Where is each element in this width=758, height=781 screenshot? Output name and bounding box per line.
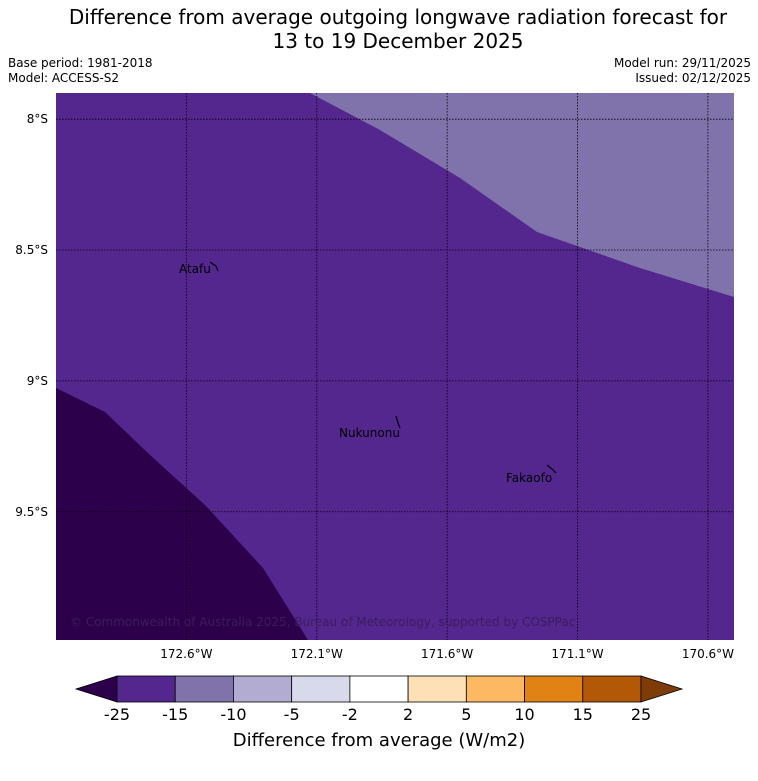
map-title: Difference from average outgoing longwav… [0,5,758,53]
lat-label: 9°S [26,373,48,388]
colorbar-title: Difference from average (W/m2) [232,730,526,751]
lat-label: 8°S [26,112,48,127]
lon-label: 171.6°W [421,647,474,661]
lon-label: 171.1°W [551,647,604,661]
title-line-2: 13 to 19 December 2025 [272,29,524,53]
title-line-1: Difference from average outgoing longwav… [68,5,728,29]
colorbar-tick-label: 15 [572,705,593,724]
colorbar-tick-label: 2 [403,705,414,724]
meta-left: Base period: 1981-2018 Model: ACCESS-S2 [8,56,153,86]
colorbar-tick-label: 10 [514,705,535,724]
place-label-nukunonu: Nukunonu [339,426,400,440]
coast-nukunonu [395,415,401,429]
model-name: Model: ACCESS-S2 [8,71,120,85]
band-below-minus25 [56,388,308,640]
colorbar-tick-label: -2 [341,705,358,724]
band-minus15-minus10 [310,93,734,297]
graticule [56,93,734,640]
base-period: Base period: 1981-2018 [8,56,153,70]
colorbar-tick-label: -25 [103,705,131,724]
coast-atafu [209,261,219,272]
place-label-atafu: Atafu [179,262,211,276]
map-fill-layer [56,93,734,640]
model-run: Model run: 29/11/2025 [613,56,751,70]
lat-label: 9.5°S [15,504,48,519]
lat-label: 8.5°S [15,243,48,258]
lon-label: 172.1°W [290,647,343,661]
coastlines [209,261,557,474]
lon-label: 170.6°W [681,647,735,661]
colorbar-tick-label: 5 [461,705,472,724]
copyright-notice: © Commonwealth of Australia 2025, Bureau… [70,615,576,629]
lon-label: 172.6°W [160,647,213,661]
coast-fakaofo [546,464,557,474]
colorbar-tick-label: -15 [162,705,189,724]
place-label-fakaofo: Fakaofo [506,471,553,485]
colorbar-tick-label: -10 [220,705,247,724]
meta-right: Model run: 29/11/2025 Issued: 02/12/2025 [614,56,751,86]
colorbar-tick-label: -5 [283,705,300,724]
colorbar-tick-label: 25 [630,705,652,724]
issued-date: Issued: 02/12/2025 [635,71,751,85]
